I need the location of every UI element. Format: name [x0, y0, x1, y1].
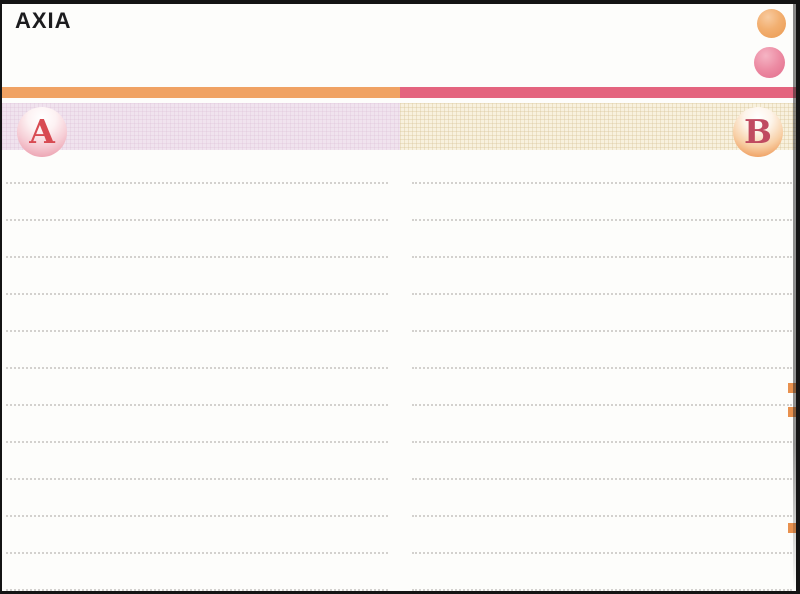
header-band-left [2, 103, 400, 150]
ruled-line [6, 441, 388, 443]
index-badge-a: A [17, 107, 67, 157]
ruled-line [412, 478, 792, 480]
ruled-line [6, 515, 388, 517]
index-tab-marker [788, 383, 796, 393]
brand-logo: AXIA [15, 7, 72, 34]
index-letter-b: B [744, 111, 772, 151]
ruled-line [412, 182, 792, 184]
ruled-line [412, 293, 792, 295]
ruled-line [412, 219, 792, 221]
index-tab-marker [788, 407, 796, 417]
ruled-line [6, 219, 388, 221]
index-letter-a: A [29, 111, 55, 151]
ruled-lines-left-column [6, 182, 388, 591]
ruled-line [6, 330, 388, 332]
ruled-line [6, 293, 388, 295]
index-tab-marker [788, 523, 796, 533]
ruled-line [6, 256, 388, 258]
header-band-right [400, 103, 796, 150]
orange-dot-icon [757, 9, 786, 38]
ruled-line [6, 552, 388, 554]
ruled-lines-right-column [412, 182, 792, 591]
ruled-line [412, 367, 792, 369]
pink-dot-icon [754, 47, 785, 78]
ruled-line [412, 441, 792, 443]
scan-edge-shadow [793, 4, 796, 591]
ruled-line [412, 404, 792, 406]
organizer-page: AXIA A B [2, 4, 796, 591]
header-bar-left [2, 87, 400, 98]
index-badge-b: B [733, 107, 783, 157]
ruled-line [6, 478, 388, 480]
ruled-line [412, 552, 792, 554]
ruled-line [412, 330, 792, 332]
ruled-line [6, 367, 388, 369]
ruled-line [6, 404, 388, 406]
ruled-line [6, 182, 388, 184]
ruled-line [412, 589, 792, 591]
ruled-line [412, 515, 792, 517]
header-bar-right [400, 87, 796, 98]
ruled-line [6, 589, 388, 591]
ruled-line [412, 256, 792, 258]
